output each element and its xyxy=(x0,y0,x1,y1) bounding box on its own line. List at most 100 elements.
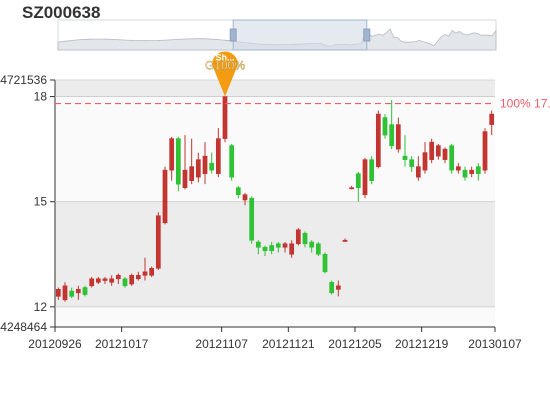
candle xyxy=(75,285,81,300)
x-tick-label: 20121121 xyxy=(262,337,315,351)
candle xyxy=(95,277,101,285)
candle-body xyxy=(482,131,488,171)
candlestick-series xyxy=(55,96,495,302)
candle-body xyxy=(442,148,448,160)
candle-body xyxy=(289,243,295,255)
candle xyxy=(202,142,208,185)
candle xyxy=(135,271,141,281)
mark-point: Sh...G100% xyxy=(205,51,246,97)
candle-body xyxy=(155,215,161,269)
candle xyxy=(255,240,261,255)
x-tick-label: 20120926 xyxy=(28,337,82,351)
candle xyxy=(149,266,155,278)
candle-body xyxy=(122,278,128,287)
candle-body xyxy=(469,169,475,174)
candle xyxy=(315,242,321,257)
split-band xyxy=(55,96,495,202)
candle xyxy=(449,143,455,174)
split-area-bands xyxy=(55,80,495,327)
candle xyxy=(409,156,415,172)
candle-body xyxy=(215,138,221,174)
candle-body xyxy=(295,229,301,245)
candle xyxy=(209,152,215,174)
candle-body xyxy=(262,246,268,252)
candle xyxy=(355,171,361,202)
candle xyxy=(175,136,181,192)
candle-body xyxy=(415,166,421,178)
candle xyxy=(342,238,348,243)
split-band xyxy=(55,306,495,327)
zoom-handle xyxy=(229,28,237,42)
candle xyxy=(402,135,408,167)
candle xyxy=(375,110,381,169)
y-tick-label: 12 xyxy=(34,300,48,314)
candle-body xyxy=(275,243,281,248)
candle xyxy=(395,117,401,153)
x-tick-label: 20121205 xyxy=(328,337,382,351)
candle-body xyxy=(175,138,181,185)
candle-body xyxy=(329,282,335,294)
candle-body xyxy=(455,166,461,171)
candle xyxy=(295,227,301,246)
candle-body xyxy=(109,278,115,283)
x-tick-label: 20130107 xyxy=(468,337,522,351)
candle xyxy=(142,257,148,281)
candle-body xyxy=(129,274,135,285)
candle xyxy=(302,231,308,248)
candle-body xyxy=(62,285,68,301)
y-tick-label: 18.4721536 xyxy=(0,73,47,87)
candle-body xyxy=(135,274,141,280)
candle xyxy=(462,166,468,181)
candle-body xyxy=(202,155,208,174)
candle xyxy=(249,196,255,244)
split-band xyxy=(55,201,495,307)
candle xyxy=(442,147,448,164)
candle-body xyxy=(195,159,201,178)
candle-body xyxy=(189,166,195,181)
candle xyxy=(475,163,481,181)
candle xyxy=(322,252,328,274)
candle xyxy=(62,282,68,302)
candle xyxy=(242,192,248,206)
x-tick-label: 20121017 xyxy=(95,337,149,351)
candle xyxy=(89,277,95,288)
candle xyxy=(289,240,295,258)
candle-body xyxy=(369,159,375,181)
candle xyxy=(69,287,75,299)
candle-body xyxy=(309,241,315,248)
candle-body xyxy=(162,169,168,224)
candle-body xyxy=(389,124,395,146)
candle xyxy=(455,163,461,174)
candle-body xyxy=(349,187,355,190)
candle xyxy=(362,157,368,199)
candle-body xyxy=(382,117,388,136)
candle xyxy=(382,114,388,139)
candle-body xyxy=(282,243,288,248)
split-band xyxy=(55,80,495,97)
candle xyxy=(82,285,88,297)
data-zoom-slider[interactable] xyxy=(57,19,497,51)
candle xyxy=(415,156,421,181)
candle xyxy=(129,273,135,286)
candle-body xyxy=(342,239,348,242)
zoom-handle xyxy=(363,28,371,42)
candle-body xyxy=(462,169,468,178)
candle xyxy=(189,138,195,185)
candle-body xyxy=(429,141,435,160)
candle-body xyxy=(355,173,361,188)
candle xyxy=(235,185,241,199)
candle xyxy=(389,100,395,150)
candle xyxy=(422,142,428,174)
candle-body xyxy=(449,145,455,171)
candle-body xyxy=(55,289,61,297)
candle-body xyxy=(102,278,108,281)
candle xyxy=(55,287,61,300)
candle xyxy=(369,156,375,185)
candle xyxy=(335,280,341,297)
candle-body xyxy=(395,124,401,150)
zoom-selection xyxy=(232,19,368,51)
candle-body xyxy=(242,194,248,201)
candle-body xyxy=(435,145,441,157)
candle-body xyxy=(222,96,228,139)
